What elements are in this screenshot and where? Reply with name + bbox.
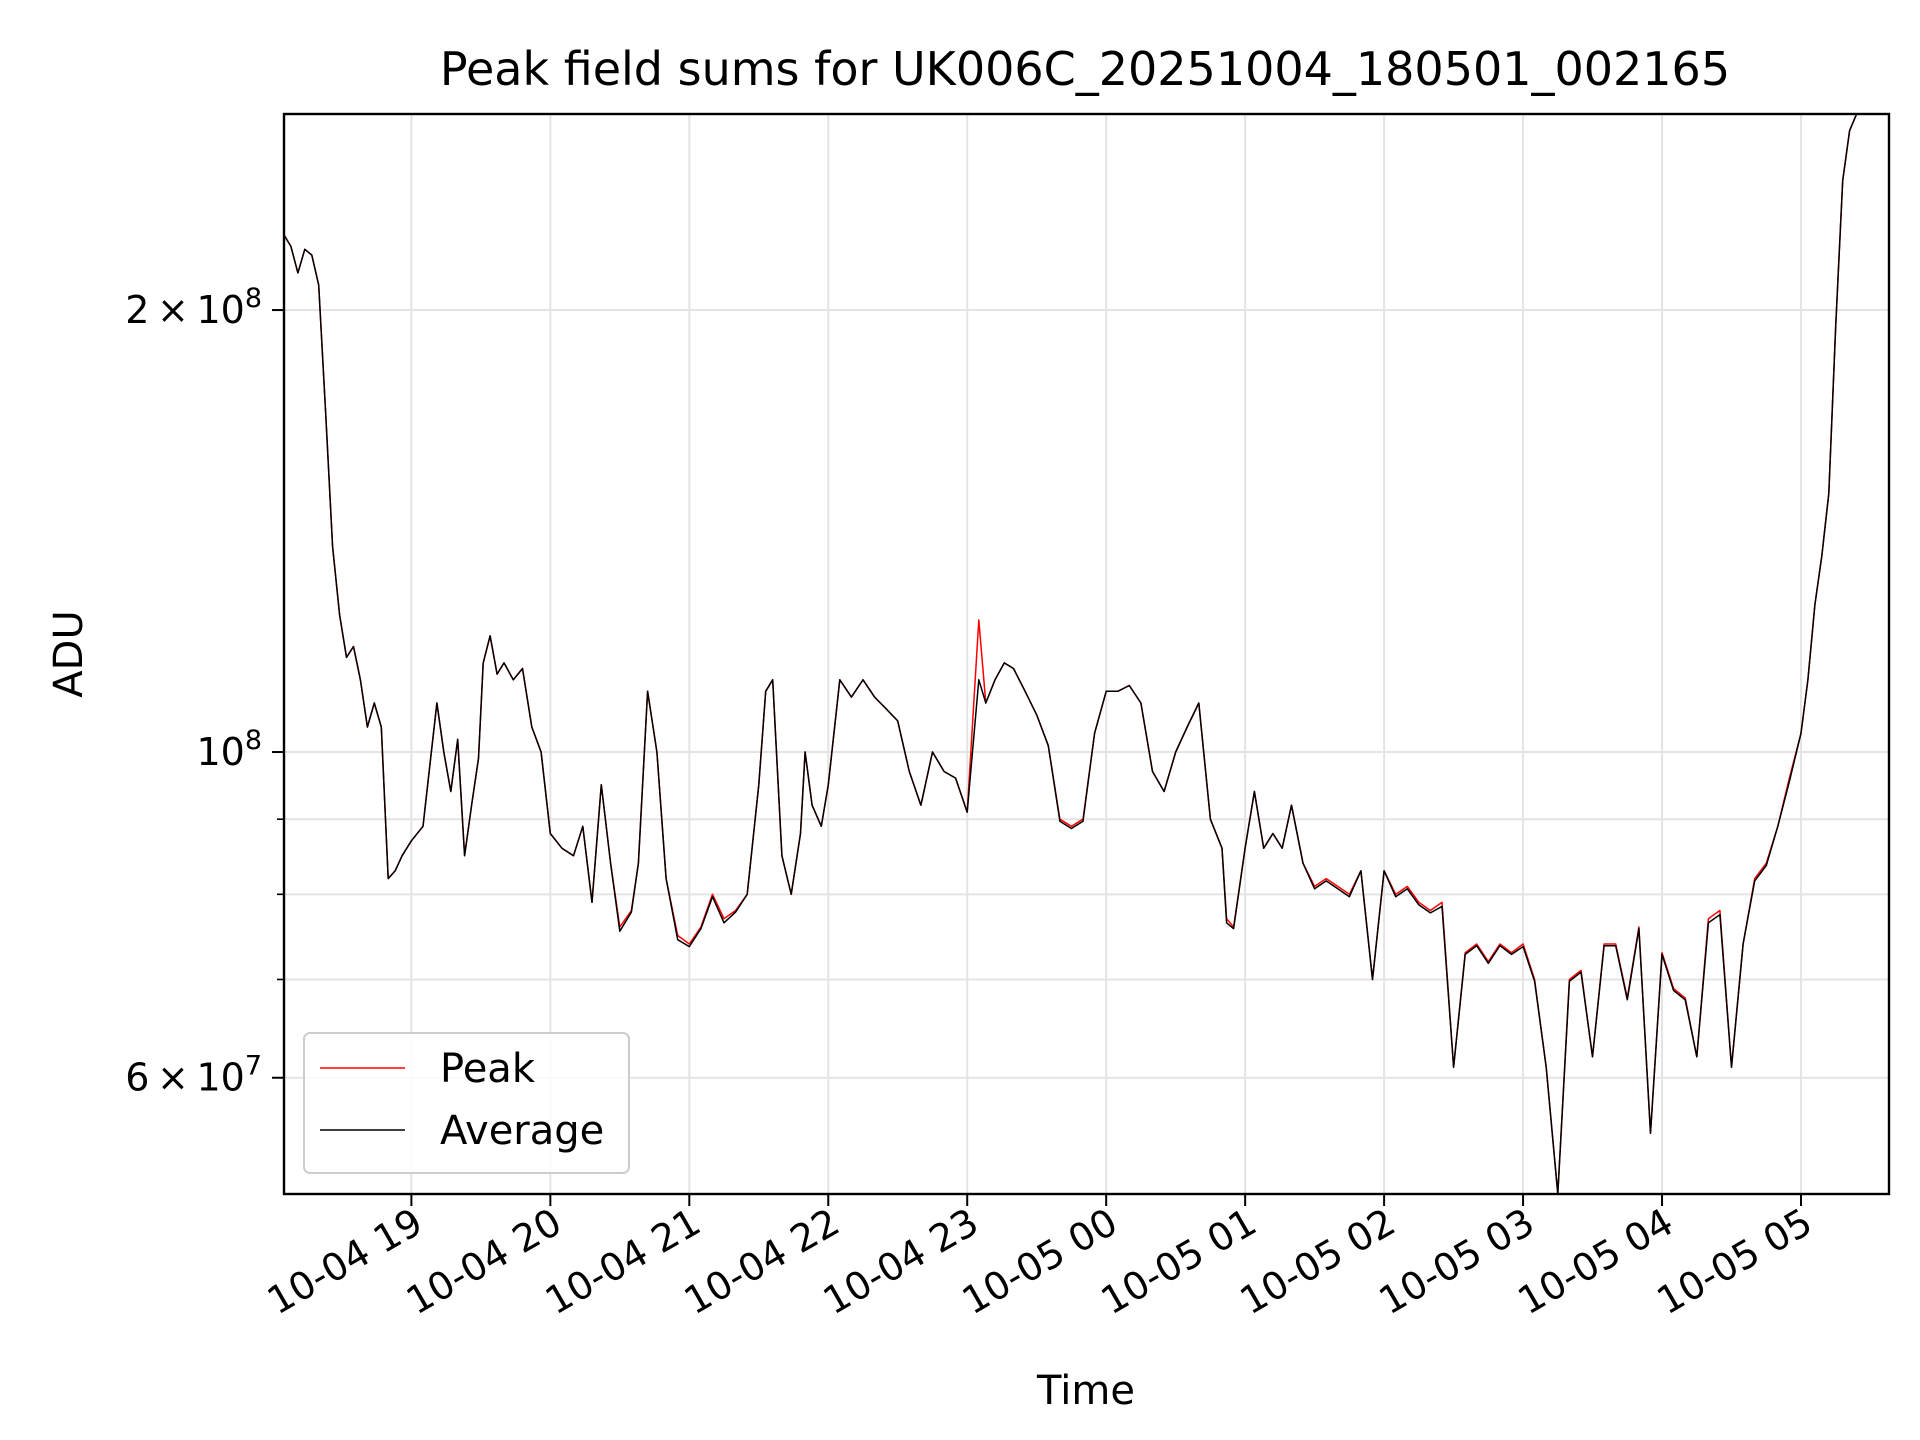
y-axis-label: ADU: [46, 610, 92, 697]
plot-lines: [283, 113, 1858, 1195]
y-tick-label: 108: [196, 725, 262, 774]
y-tick-label: 6 × 107: [125, 1051, 262, 1100]
y-axis: 6 × 107 108 2 × 108: [125, 283, 284, 1100]
grid: [284, 114, 1889, 1194]
y-tick-label: 2 × 108: [125, 283, 262, 332]
legend-label-peak: Peak: [440, 1046, 536, 1092]
x-axis-label: Time: [1036, 1368, 1135, 1414]
chart-title: Peak field sums for UK006C_20251004_1805…: [440, 42, 1730, 96]
legend: Peak Average: [303, 1032, 630, 1174]
series-line-average: [283, 113, 1858, 1195]
plot-frame: [282, 112, 1891, 1196]
legend-label-average: Average: [440, 1108, 604, 1154]
